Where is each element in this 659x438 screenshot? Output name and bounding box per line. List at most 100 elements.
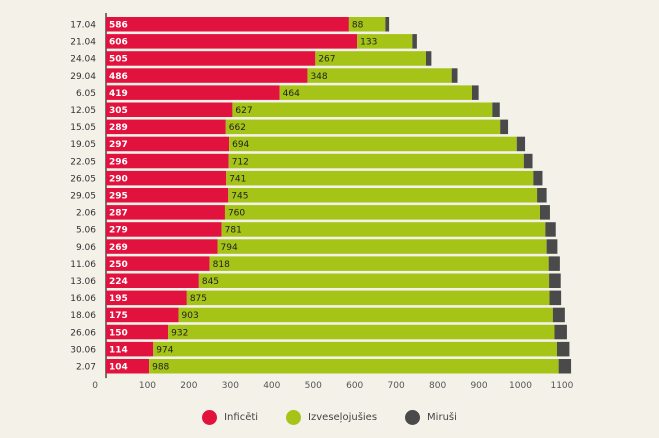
bar-deceased	[546, 239, 558, 254]
category-label: 2.07	[76, 362, 96, 372]
bar-recovered	[307, 68, 452, 83]
bar-recovered	[149, 359, 559, 374]
bar-infected	[106, 324, 169, 340]
bar-deceased	[537, 188, 547, 203]
bar-deceased	[549, 290, 562, 306]
data-label-infected: 224	[109, 277, 128, 287]
bar-deceased	[500, 119, 509, 135]
data-label-recovered: 464	[283, 89, 300, 99]
bar-infected	[106, 17, 349, 32]
data-label-recovered: 267	[318, 55, 335, 65]
category-label: 26.06	[70, 328, 96, 338]
bar-recovered	[228, 188, 538, 203]
x-tick-label: 800	[429, 381, 446, 391]
data-label-recovered: 845	[202, 277, 219, 287]
legend-swatch-infected	[202, 410, 218, 425]
bar-infected	[106, 341, 154, 357]
category-label: 24.04	[70, 55, 96, 65]
data-label-infected: 295	[109, 191, 128, 201]
data-label-infected: 195	[109, 294, 128, 304]
bar-deceased	[558, 359, 572, 374]
bar-recovered	[348, 17, 386, 32]
bar-infected	[106, 256, 210, 271]
bar-infected	[106, 290, 187, 306]
data-label-infected: 606	[109, 38, 128, 48]
data-label-recovered: 88	[352, 20, 364, 30]
bar-infected	[106, 119, 226, 135]
bar-recovered	[225, 119, 501, 135]
data-label-recovered: 133	[360, 38, 377, 48]
data-label-infected: 297	[109, 140, 128, 150]
bar-recovered	[232, 102, 493, 117]
bar-infected	[106, 51, 316, 66]
legend-item-deceased: Miruši	[405, 410, 457, 425]
bar-recovered	[221, 222, 546, 237]
bar-recovered	[228, 153, 524, 169]
data-label-recovered: 794	[221, 243, 238, 253]
category-label: 21.04	[70, 38, 96, 48]
data-label-infected: 419	[109, 89, 128, 99]
legend-swatch-recovered	[286, 410, 302, 425]
x-tick-label: 1000	[509, 381, 532, 391]
data-label-infected: 279	[109, 226, 128, 236]
data-label-infected: 175	[109, 311, 128, 321]
data-label-recovered: 903	[182, 311, 199, 321]
data-label-recovered: 694	[232, 140, 249, 150]
data-label-infected: 296	[109, 157, 128, 167]
data-label-infected: 150	[109, 328, 128, 338]
category-label: 12.05	[70, 106, 96, 116]
legend-item-infected: Inficēti	[202, 410, 258, 425]
data-label-infected: 290	[109, 174, 128, 184]
data-label-recovered: 662	[229, 123, 246, 133]
data-label-recovered: 781	[225, 226, 242, 236]
stacked-bar-chart: 17.04 586 88 21.04 606 133 24.04 505 267 29.04 486…	[70, 13, 574, 391]
bar-infected	[106, 85, 280, 100]
category-label: 13.06	[70, 277, 96, 287]
bar-deceased	[412, 34, 417, 49]
data-label-infected: 104	[109, 362, 128, 372]
bar-recovered	[357, 34, 413, 49]
bar-deceased	[556, 341, 570, 357]
category-label: 5.06	[76, 226, 96, 236]
category-label: 16.06	[70, 294, 96, 304]
data-label-recovered: 348	[310, 72, 327, 82]
bar-deceased	[554, 324, 567, 340]
bar-deceased	[451, 68, 458, 83]
bar-deceased	[549, 273, 561, 288]
x-tick-label: 500	[305, 381, 322, 391]
x-tick-label: 900	[470, 381, 487, 391]
legend: Inficēti Izveseļojušies Miruši	[0, 410, 659, 425]
bar-infected	[106, 68, 308, 83]
bar-recovered	[226, 170, 534, 186]
legend-label-recovered: Izveseļojušies	[308, 412, 378, 423]
bar-recovered	[168, 324, 555, 340]
bar-infected	[106, 273, 199, 288]
category-label: 19.05	[70, 140, 96, 150]
data-label-recovered: 627	[235, 106, 252, 116]
bar-infected	[106, 222, 222, 237]
data-label-recovered: 760	[228, 209, 245, 219]
category-label: 29.05	[70, 191, 96, 201]
data-label-recovered: 988	[152, 362, 169, 372]
bar-recovered	[229, 136, 517, 152]
data-label-infected: 305	[109, 106, 128, 116]
x-tick-label: 0	[92, 381, 98, 391]
category-label: 29.04	[70, 72, 96, 82]
bar-recovered	[198, 273, 550, 288]
data-label-infected: 486	[109, 72, 128, 82]
bar-infected	[106, 136, 230, 152]
bar-deceased	[492, 102, 500, 117]
bar-infected	[106, 170, 227, 186]
data-label-infected: 287	[109, 209, 128, 219]
data-label-recovered: 875	[190, 294, 207, 304]
bar-infected	[106, 307, 179, 323]
category-label: 22.05	[70, 157, 96, 167]
category-label: 15.05	[70, 123, 96, 133]
data-label-infected: 289	[109, 123, 128, 133]
data-label-recovered: 818	[213, 260, 230, 270]
bar-recovered	[224, 205, 540, 220]
bar-deceased	[523, 153, 533, 169]
x-tick-label: 200	[180, 381, 197, 391]
bar-deceased	[548, 256, 560, 271]
